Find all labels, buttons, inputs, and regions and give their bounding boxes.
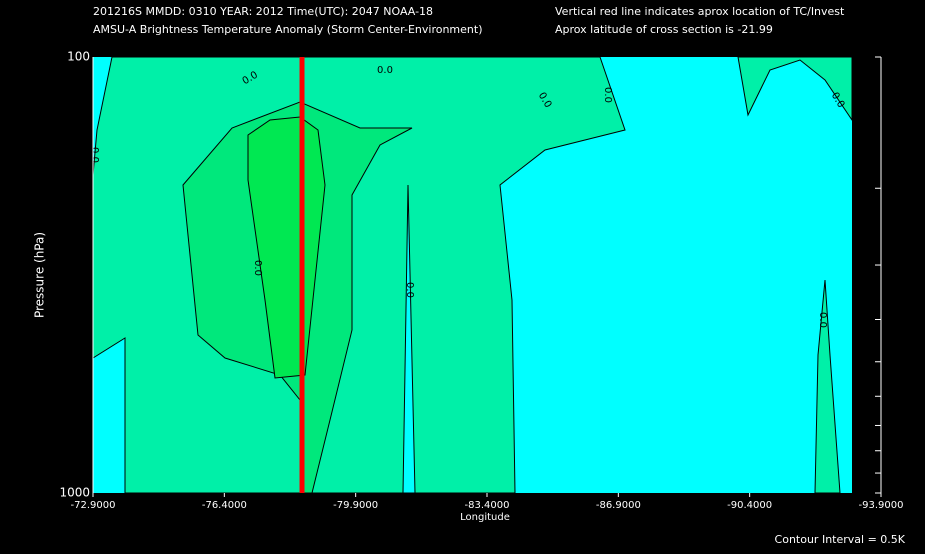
- title-line: AMSU-A Brightness Temperature Anomaly (S…: [93, 23, 483, 36]
- contour-label: 0.0: [252, 260, 263, 276]
- contour-region: [814, 279, 841, 494]
- plot-area: 0.0 0.00.00.0 0.0 0.00.00.00.0: [89, 56, 853, 494]
- x-tick-label: -72.9000: [71, 500, 116, 511]
- note: Aprox latitude of cross section is -21.9…: [555, 23, 773, 36]
- contour-label: 0.0: [817, 312, 828, 328]
- contour-region: [402, 184, 416, 494]
- note: Vertical red line indicates aprox locati…: [555, 5, 845, 18]
- footer: Contour Interval = 0.5K: [775, 533, 906, 546]
- x-tick-label: -90.4000: [727, 500, 772, 511]
- contour-region: [737, 56, 853, 122]
- y-tick-label: 1000: [59, 486, 90, 500]
- title-line: 201216S MMDD: 0310 YEAR: 2012 Time(UTC):…: [93, 5, 433, 18]
- y-axis-label: Pressure (hPa): [33, 232, 47, 318]
- x-tick-label: -93.9000: [859, 500, 904, 511]
- x-tick-label: -76.4000: [202, 500, 247, 511]
- contour-label: 0.0: [404, 282, 415, 298]
- contour-region: [247, 116, 326, 379]
- x-tick-label: -86.9000: [596, 500, 641, 511]
- x-axis-label: Longitude: [460, 512, 510, 523]
- x-tick-label: -83.4000: [465, 500, 510, 511]
- contour-label: 0.0: [602, 87, 613, 103]
- contour-label: 0.0: [89, 147, 100, 163]
- contour-label: 0.0: [377, 65, 393, 76]
- y-tick-label: 100: [67, 50, 90, 64]
- x-tick-label: -79.9000: [333, 500, 378, 511]
